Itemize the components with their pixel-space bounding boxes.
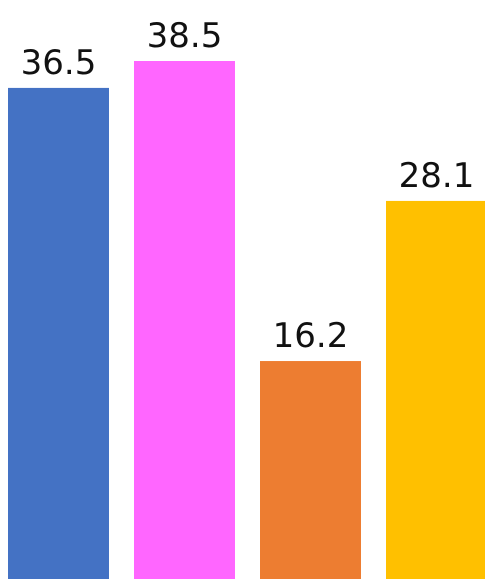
bars-group [8,61,485,579]
bar-1-value-label: 36.5 [21,43,97,83]
bar-4-value-label: 28.1 [399,156,475,196]
bar-2 [134,61,235,579]
bar-2-value-label: 38.5 [147,16,223,56]
data-labels-group: 36.5 38.5 16.2 28.1 [21,16,475,356]
bar-4 [386,200,485,579]
bar-3 [260,361,361,579]
bar-3-value-label: 16.2 [273,316,349,356]
bar-1 [8,87,109,579]
